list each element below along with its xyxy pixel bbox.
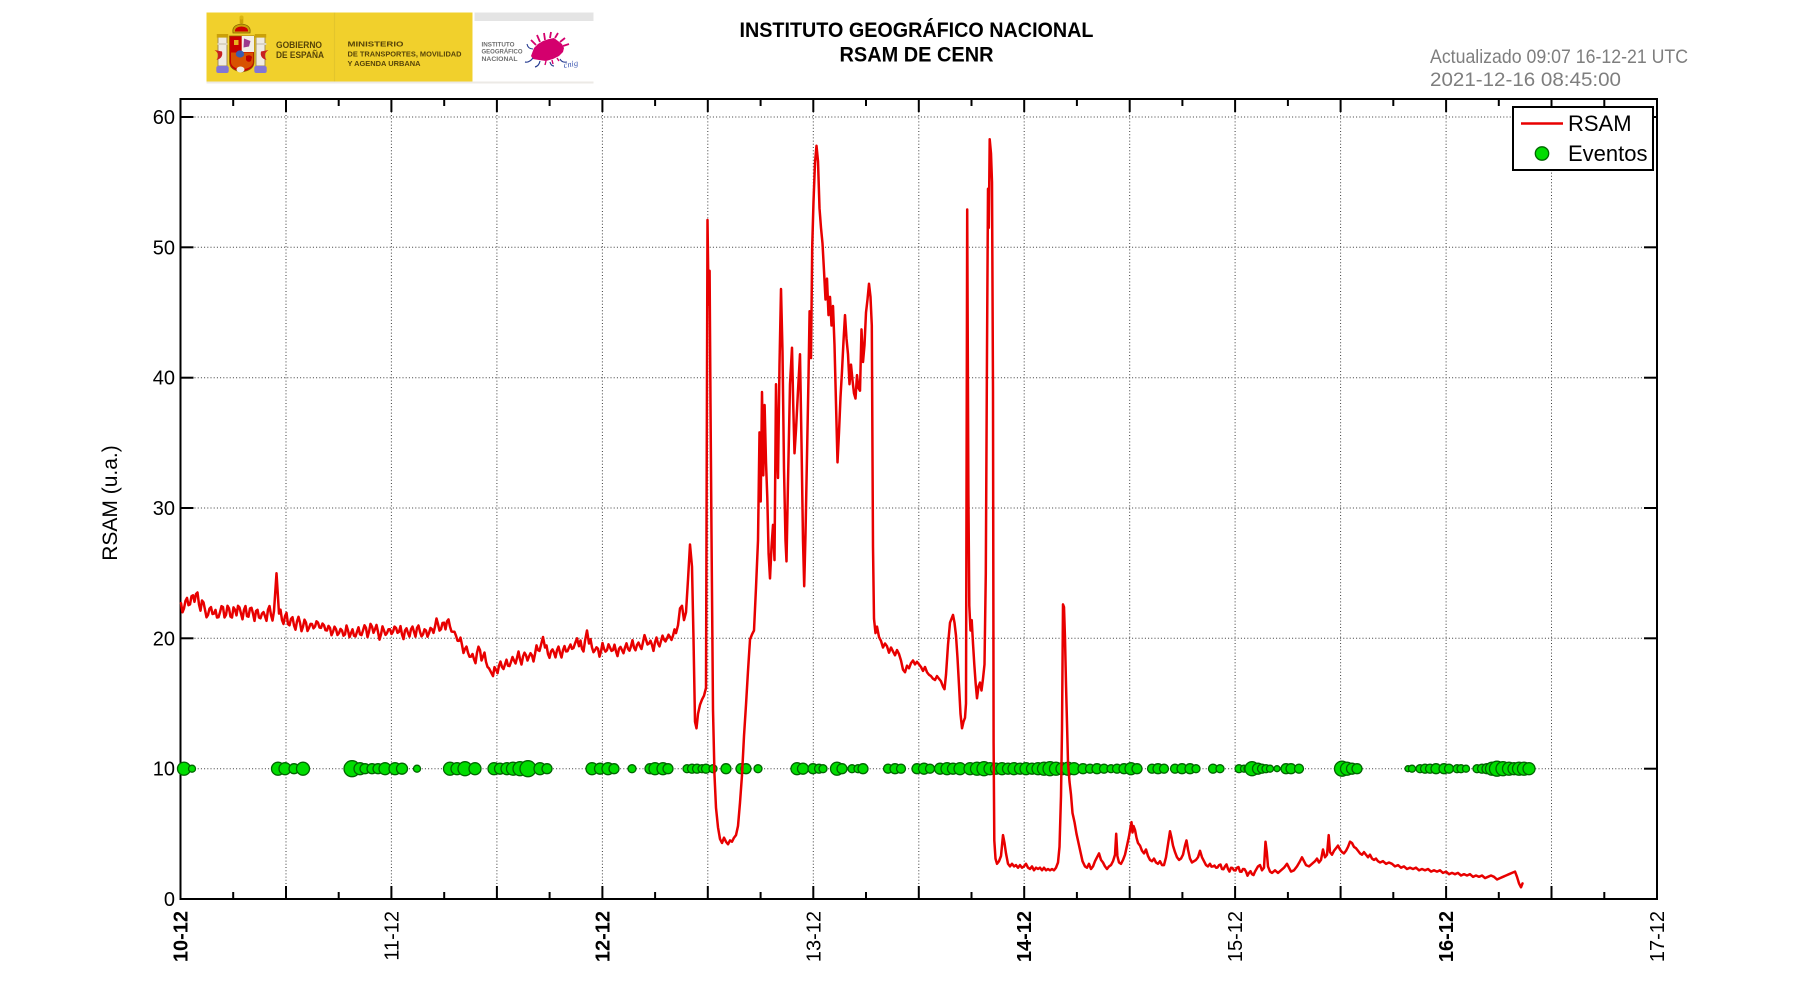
svg-text:Actualizado 09:07 16-12-21 UTC: Actualizado 09:07 16-12-21 UTC <box>1430 46 1688 68</box>
svg-text:DE TRANSPORTES, MOVILIDAD: DE TRANSPORTES, MOVILIDAD <box>348 49 462 58</box>
svg-text:RSAM (u.a.): RSAM (u.a.) <box>99 445 122 561</box>
svg-text:2021-12-16 08:45:00: 2021-12-16 08:45:00 <box>1430 69 1621 91</box>
svg-text:12-12: 12-12 <box>592 911 614 962</box>
svg-text:50: 50 <box>153 237 175 259</box>
svg-text:30: 30 <box>153 498 175 520</box>
svg-text:INSTITUTO GEOGRÁFICO NACIONAL: INSTITUTO GEOGRÁFICO NACIONAL <box>740 17 1094 42</box>
svg-text:cnig: cnig <box>563 58 579 70</box>
svg-text:40: 40 <box>153 368 175 390</box>
svg-text:14-12: 14-12 <box>1014 911 1036 962</box>
svg-text:INSTITUTO: INSTITUTO <box>482 41 515 48</box>
svg-text:17-12: 17-12 <box>1647 911 1669 962</box>
svg-text:MINISTERIO: MINISTERIO <box>348 39 404 48</box>
svg-text:NACIONAL: NACIONAL <box>482 56 518 63</box>
svg-text:13-12: 13-12 <box>803 911 825 962</box>
svg-text:RSAM DE CENR: RSAM DE CENR <box>840 43 994 67</box>
svg-text:60: 60 <box>153 107 175 129</box>
svg-text:20: 20 <box>153 628 175 650</box>
svg-text:Eventos: Eventos <box>1568 141 1648 166</box>
svg-text:10-12: 10-12 <box>171 911 193 962</box>
svg-text:11-12: 11-12 <box>381 911 403 961</box>
svg-text:15-12: 15-12 <box>1225 911 1247 962</box>
svg-text:16-12: 16-12 <box>1436 911 1458 962</box>
svg-text:RSAM: RSAM <box>1568 111 1632 136</box>
svg-text:0: 0 <box>164 889 175 911</box>
svg-text:Y AGENDA URBANA: Y AGENDA URBANA <box>348 59 421 68</box>
svg-text:10: 10 <box>153 759 175 781</box>
svg-text:GOBIERNO: GOBIERNO <box>276 40 322 50</box>
svg-text:GEOGRÁFICO: GEOGRÁFICO <box>482 47 523 56</box>
svg-text:DE ESPAÑA: DE ESPAÑA <box>276 50 324 60</box>
